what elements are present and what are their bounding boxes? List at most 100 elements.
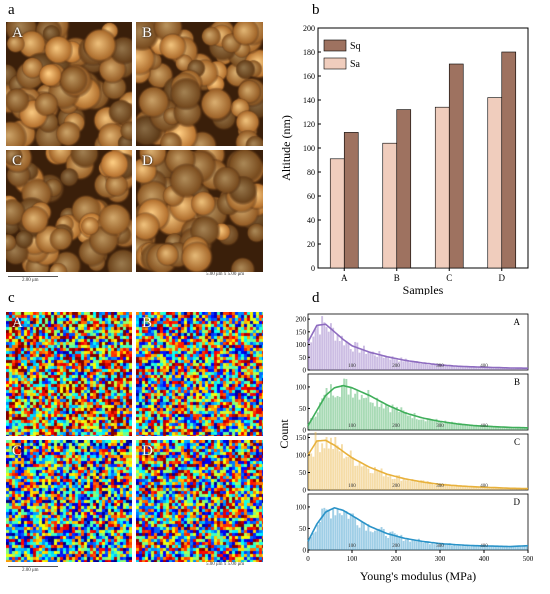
bar-sq-d (501, 51, 517, 269)
hist-bar-c (385, 474, 387, 490)
hist-bar-a (382, 357, 385, 370)
y-tick-label: 150 (296, 434, 307, 442)
hist-bar-b (495, 426, 497, 430)
panel-label-c: c (8, 290, 15, 306)
hist-bar-b (407, 415, 409, 430)
hist-bar-b (435, 418, 438, 430)
hist-bar-d (519, 545, 522, 550)
hist-bar-a (477, 366, 480, 370)
y-tick-label: 100 (296, 341, 307, 349)
bar-sq-c (448, 63, 464, 269)
hist-bar-d (433, 544, 436, 550)
panel-label-a: a (8, 2, 15, 18)
y-tick-label: 40 (307, 216, 315, 225)
hist-bar-c (497, 487, 500, 490)
hist-bar-d (431, 543, 434, 550)
hist-bar-b (431, 420, 434, 430)
hist-bar-c (369, 472, 372, 490)
hist-bar-c (341, 444, 343, 490)
hist-bar-b (464, 424, 467, 430)
y-tick-label: 0 (303, 427, 307, 435)
hist-bar-d (444, 543, 447, 550)
hist-bar-c (418, 480, 420, 490)
y-tick-label: 0 (303, 367, 307, 375)
y-tick-label: 50 (299, 525, 307, 533)
hist-bar-d (508, 547, 511, 550)
hist-bar-c (398, 475, 401, 490)
hist-bar-a (363, 345, 365, 370)
hist-bar-a (426, 364, 429, 370)
hist-bar-c (376, 470, 379, 490)
hist-bar-a (464, 366, 467, 370)
y-tick-label: 100 (296, 452, 307, 460)
hist-bar-c (473, 486, 475, 490)
hist-bar-b (490, 426, 493, 430)
hist-bar-a (470, 366, 473, 370)
hist-bar-b (319, 402, 321, 430)
afm-tile-label-b: B (142, 25, 153, 41)
hist-bar-a (510, 368, 513, 370)
hist-bar-d (312, 533, 315, 550)
hist-bar-d (365, 530, 368, 550)
hist-bar-d (486, 546, 489, 550)
y-tick-label: 100 (303, 144, 315, 153)
hist-bar-a (479, 366, 482, 370)
hist-bar-c (365, 465, 368, 490)
inner-tick-label: 100 (348, 424, 356, 429)
hist-bar-a (431, 364, 434, 370)
hist-bar-a (380, 355, 383, 370)
hist-bar-b (429, 419, 431, 430)
map-tile-label-b: B (142, 315, 153, 331)
hist-bar-c (323, 448, 326, 490)
y-tick-label: 200 (303, 24, 315, 33)
hist-bar-d (466, 545, 469, 550)
hist-bar-c (464, 486, 467, 490)
y-tick-label: 100 (296, 503, 307, 511)
hist-bar-b (453, 422, 456, 430)
hist-bar-b (481, 426, 484, 430)
map-tile-label-a: A (12, 315, 23, 331)
hist-bar-c (312, 456, 315, 490)
hist-bar-d (521, 546, 524, 550)
hist-bar-a (352, 351, 354, 370)
hist-bar-b (477, 425, 480, 430)
hist-bar-a (391, 356, 394, 370)
hist-bar-a (481, 367, 484, 370)
map-image-d (136, 440, 263, 562)
hist-bar-b (367, 389, 370, 430)
hist-bar-d (400, 534, 403, 550)
hist-bar-b (484, 426, 486, 430)
hist-bar-d (470, 545, 473, 550)
scalebar-line-c (8, 566, 58, 567)
afm-tile-c: C (6, 150, 132, 272)
hist-bar-b (404, 411, 407, 430)
x-tick-label: 500 (523, 555, 534, 563)
hist-bar-c (431, 483, 434, 490)
hist-bar-a (308, 339, 310, 370)
map-tile-a: A (6, 312, 132, 436)
hist-bar-c (424, 482, 427, 490)
x-tick-label: 300 (435, 555, 446, 563)
hist-bar-d (525, 546, 528, 550)
afm-image-d (136, 150, 263, 272)
hist-bar-c (325, 437, 328, 490)
hist-bar-d (378, 528, 381, 550)
hist-bar-d (308, 540, 310, 550)
hist-bar-b (488, 426, 491, 430)
hist-bar-b (316, 412, 319, 430)
hist-bar-b (330, 384, 332, 430)
hist-bar-c (486, 487, 489, 490)
hist-bar-c (409, 481, 412, 490)
hist-bar-b (440, 421, 442, 430)
inner-tick-label: 300 (436, 544, 444, 549)
hist-bar-d (382, 528, 385, 550)
hist-bar-c (499, 487, 502, 490)
hist-bar-c (400, 480, 403, 490)
hist-bar-c (466, 486, 469, 490)
afm-image-a (6, 22, 132, 146)
hist-bar-d (492, 546, 495, 550)
hist-bar-a (488, 367, 491, 370)
hist-bar-d (488, 545, 491, 550)
hist-bar-a (457, 366, 460, 370)
hist-bar-a (446, 365, 449, 370)
